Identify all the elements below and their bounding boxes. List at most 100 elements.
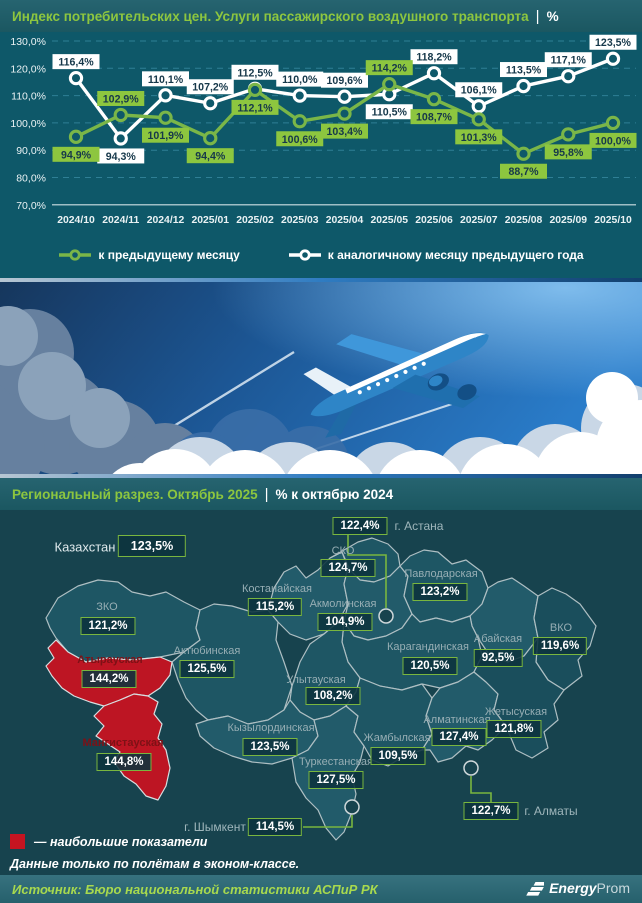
data-point	[561, 127, 576, 142]
country-label: Казахстан	[54, 539, 116, 555]
data-label-box	[365, 104, 413, 120]
region-label: Мангистауская	[82, 737, 164, 749]
data-label-box	[97, 90, 145, 106]
region-label: Карагандинская	[387, 641, 469, 653]
data-label: 110,1%	[148, 74, 184, 86]
region-label: Атырауская	[77, 654, 143, 666]
city-marker-astana	[378, 608, 394, 624]
region-shape-mangystau	[93, 693, 171, 801]
x-axis-tick: 2025/09	[549, 215, 587, 226]
chart-legend: к предыдущему месяцу к аналогичному меся…	[0, 238, 642, 272]
data-point	[382, 76, 397, 92]
map-header: Региональный разрез. Октябрь 2025 | % к …	[0, 478, 642, 510]
x-axis-tick: 2025/06	[415, 215, 453, 226]
kazakhstan-map-section: Казахстан 123,5% г. Астана 122,4% СКО 124,7…	[0, 510, 642, 875]
region-label: Алматинская	[423, 714, 491, 726]
cpi-chart-section: 130,0% 120,0% 110,0% 100,0% 90,0% 80,0% 70,0% 2…	[0, 32, 642, 278]
logo-text-bold: Energy	[549, 880, 597, 896]
city-connector-astana	[347, 535, 387, 608]
data-label-box	[500, 62, 547, 78]
region-value-box: 127,5%	[308, 771, 364, 789]
region-label: Кызылординская	[227, 722, 315, 734]
data-label: 100,6%	[282, 134, 319, 146]
data-label: 109,6%	[327, 75, 364, 87]
region-label: Павлодарская	[404, 568, 478, 580]
red-swatch-icon	[10, 834, 25, 849]
data-point	[292, 88, 307, 103]
data-label-box	[365, 60, 413, 76]
data-point	[292, 114, 307, 129]
data-point	[68, 70, 84, 86]
data-label: 94,3%	[106, 151, 137, 163]
y-axis-tick: 70,0%	[16, 200, 46, 212]
data-label: 106,1%	[461, 85, 498, 97]
region-value-box: 144,2%	[81, 670, 137, 688]
region-value-box: 109,5%	[370, 747, 426, 765]
data-point	[337, 89, 352, 104]
chart-header: Индекс потребительских цен. Услуги пасса…	[0, 0, 642, 32]
chart-title: Индекс потребительских цен. Услуги пасса…	[12, 8, 529, 24]
data-label-box	[231, 99, 279, 115]
x-axis-tick: 2025/07	[460, 215, 498, 226]
data-label-box	[186, 79, 234, 95]
region-value-box: 122,7%	[463, 802, 519, 820]
data-point	[471, 99, 486, 114]
region-label: Туркестанская	[299, 756, 373, 768]
data-point	[203, 96, 218, 111]
data-label-box	[455, 82, 503, 98]
data-point	[426, 66, 442, 81]
y-axis-tick: 100,0%	[10, 118, 46, 130]
city-connector-almaty	[470, 776, 492, 802]
region-value-box: 127,4%	[431, 728, 487, 746]
y-axis-tick: 110,0%	[11, 91, 46, 103]
data-label: 88,7%	[508, 166, 539, 178]
region-label: Жамбылская	[363, 732, 431, 744]
data-label-box	[52, 146, 100, 162]
energyprom-logo: EnergyProm	[526, 880, 630, 898]
data-label: 95,8%	[553, 147, 584, 159]
region-label: ВКО	[549, 622, 573, 634]
x-axis-tick: 2025/02	[236, 215, 274, 226]
data-point	[247, 82, 263, 98]
region-value-box: 114,5%	[247, 818, 303, 836]
region-value-box: 92,5%	[473, 649, 523, 667]
map-title-separator: |	[264, 485, 269, 503]
data-label: 101,3%	[461, 132, 498, 144]
data-label-box	[410, 49, 458, 65]
data-label-box	[455, 129, 503, 145]
region-value-box: 122,4%	[332, 517, 388, 535]
cpi-line-chart: 130,0% 120,0% 110,0% 100,0% 90,0% 80,0% 70,0% 2…	[10, 34, 637, 226]
data-label-box	[52, 54, 100, 70]
data-label-box	[544, 52, 592, 68]
data-point	[113, 131, 128, 146]
map-subtitle: % к октябрю 2024	[275, 486, 394, 502]
data-point	[68, 129, 84, 144]
data-point	[158, 88, 173, 103]
region-label: Улытауская	[286, 674, 346, 686]
region-label: СКО	[331, 545, 355, 557]
data-label-box	[410, 109, 458, 125]
data-label: 116,4%	[58, 57, 94, 69]
data-label: 112,5%	[237, 67, 273, 79]
region-value-box: 108,2%	[305, 687, 361, 705]
region-label: Акмолинская	[309, 598, 377, 610]
region-label: Костанайская	[241, 583, 313, 595]
data-label-box	[589, 132, 637, 148]
region-label: г. Алматы	[524, 804, 578, 818]
data-point	[516, 78, 531, 94]
data-point	[605, 115, 621, 131]
region-value-box: 144,8%	[96, 753, 152, 771]
region-value-box: 120,5%	[402, 657, 458, 675]
region-value-box: 115,2%	[247, 598, 303, 616]
map-title: Региональный разрез. Октябрь 2025	[12, 486, 258, 502]
data-label-box	[97, 148, 145, 164]
source-text: Источник: Бюро национальной статистики А…	[12, 881, 378, 897]
map-legend-label: — наибольшие показатели	[34, 834, 208, 849]
top-border-strip	[0, 278, 642, 282]
x-axis-tick: 2024/12	[147, 215, 185, 226]
region-label: Актюбинская	[173, 645, 241, 657]
data-label: 117,1%	[551, 55, 587, 67]
x-axis-tick: 2025/04	[326, 215, 364, 226]
data-point	[203, 131, 218, 146]
country-value-box: 123,5%	[117, 535, 187, 557]
